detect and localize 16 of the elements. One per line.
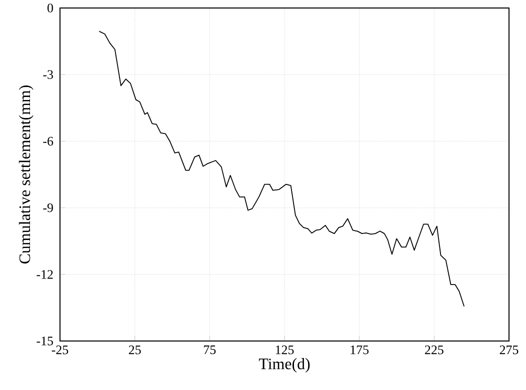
x-tick-label: 75	[204, 346, 216, 354]
y-tick-label: -12	[36, 270, 53, 279]
x-tick-label: 275	[500, 346, 518, 354]
y-axis-title: Cumulative settlement(mm)	[18, 86, 34, 264]
x-axis-title: Time(d)	[258, 358, 310, 373]
y-tick-label: -15	[36, 336, 53, 346]
x-tick-label: 25	[128, 346, 141, 354]
x-tick-label: 175	[350, 346, 369, 354]
x-tick-label: 225	[425, 346, 444, 354]
y-tick-label: -9	[43, 203, 53, 212]
x-tick-label: -25	[52, 346, 68, 354]
y-tick-label: 0	[48, 4, 53, 12]
x-tick-label: 125	[276, 346, 294, 354]
y-tick-label: -6	[43, 136, 54, 146]
line-series	[98, 30, 465, 307]
y-tick-label: -3	[43, 70, 53, 79]
